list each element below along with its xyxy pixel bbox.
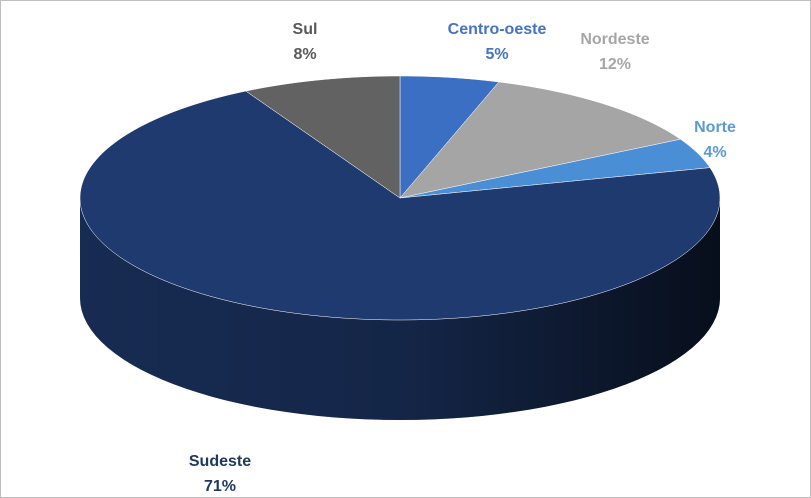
slice-value-label: 5% <box>485 46 508 63</box>
slice-label: Sul <box>293 21 318 38</box>
pie-slice <box>79 90 721 321</box>
pie-slice <box>245 75 401 199</box>
pie-slice <box>399 75 500 199</box>
pie-slice <box>399 138 711 199</box>
slice-value-label: 12% <box>599 56 631 73</box>
slice-label: Centro-oeste <box>448 21 547 38</box>
slice-label: Nordeste <box>580 31 649 48</box>
pie-slice <box>399 81 682 199</box>
slice-value-label: 8% <box>293 46 316 63</box>
slice-value-label: 4% <box>703 144 726 161</box>
pie-side-shade <box>80 198 720 420</box>
slice-label: Norte <box>694 119 736 136</box>
slice-value-label: 71% <box>204 478 236 495</box>
slice-label: Sudeste <box>189 453 251 470</box>
